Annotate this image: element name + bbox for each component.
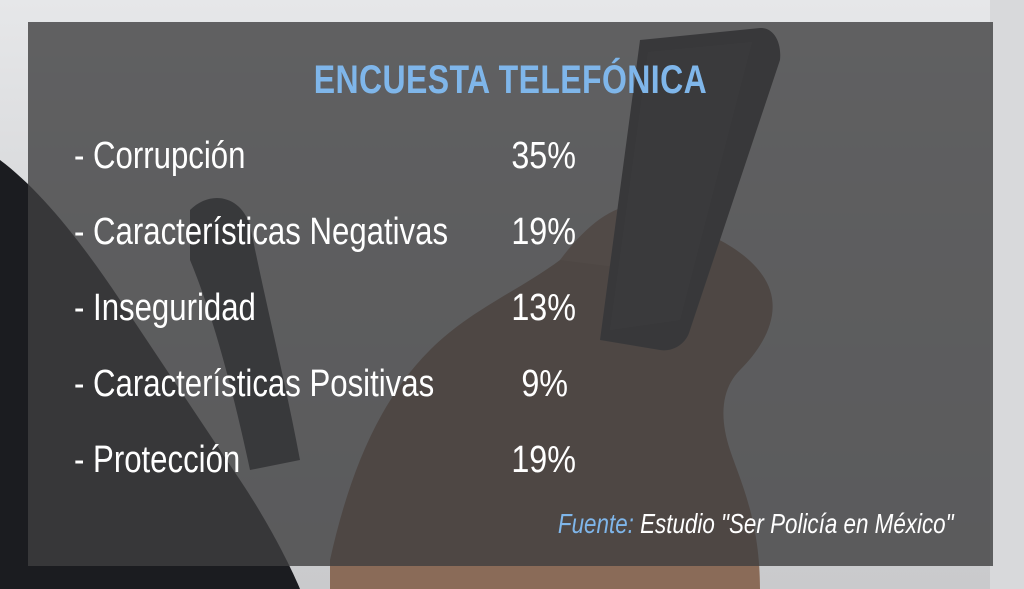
list-item: - Características Positivas 9% bbox=[0, 354, 1024, 414]
item-percentage: 35% bbox=[511, 135, 576, 177]
item-percentage: 13% bbox=[511, 287, 576, 329]
list-item: - Características Negativas 19% bbox=[0, 202, 1024, 262]
list-item: - Corrupción 35% bbox=[0, 126, 1024, 186]
item-label: - Protección bbox=[74, 439, 241, 481]
item-percentage: 9% bbox=[521, 363, 568, 405]
item-label: - Características Negativas bbox=[74, 211, 449, 253]
source-credit: Fuente: Estudio "Ser Policía en México" bbox=[558, 504, 954, 544]
item-label: - Corrupción bbox=[74, 135, 246, 177]
overlay-panel bbox=[28, 22, 993, 566]
source-text: Estudio "Ser Policía en México" bbox=[640, 508, 954, 539]
item-label: - Características Positivas bbox=[74, 363, 435, 405]
source-label: Fuente: bbox=[558, 508, 635, 539]
survey-title: ENCUESTA TELEFÓNICA bbox=[313, 58, 708, 102]
item-label: - Inseguridad bbox=[74, 287, 256, 329]
list-item: - Protección 19% bbox=[0, 430, 1024, 490]
item-percentage: 19% bbox=[511, 439, 576, 481]
list-item: - Inseguridad 13% bbox=[0, 278, 1024, 338]
item-percentage: 19% bbox=[511, 211, 576, 253]
